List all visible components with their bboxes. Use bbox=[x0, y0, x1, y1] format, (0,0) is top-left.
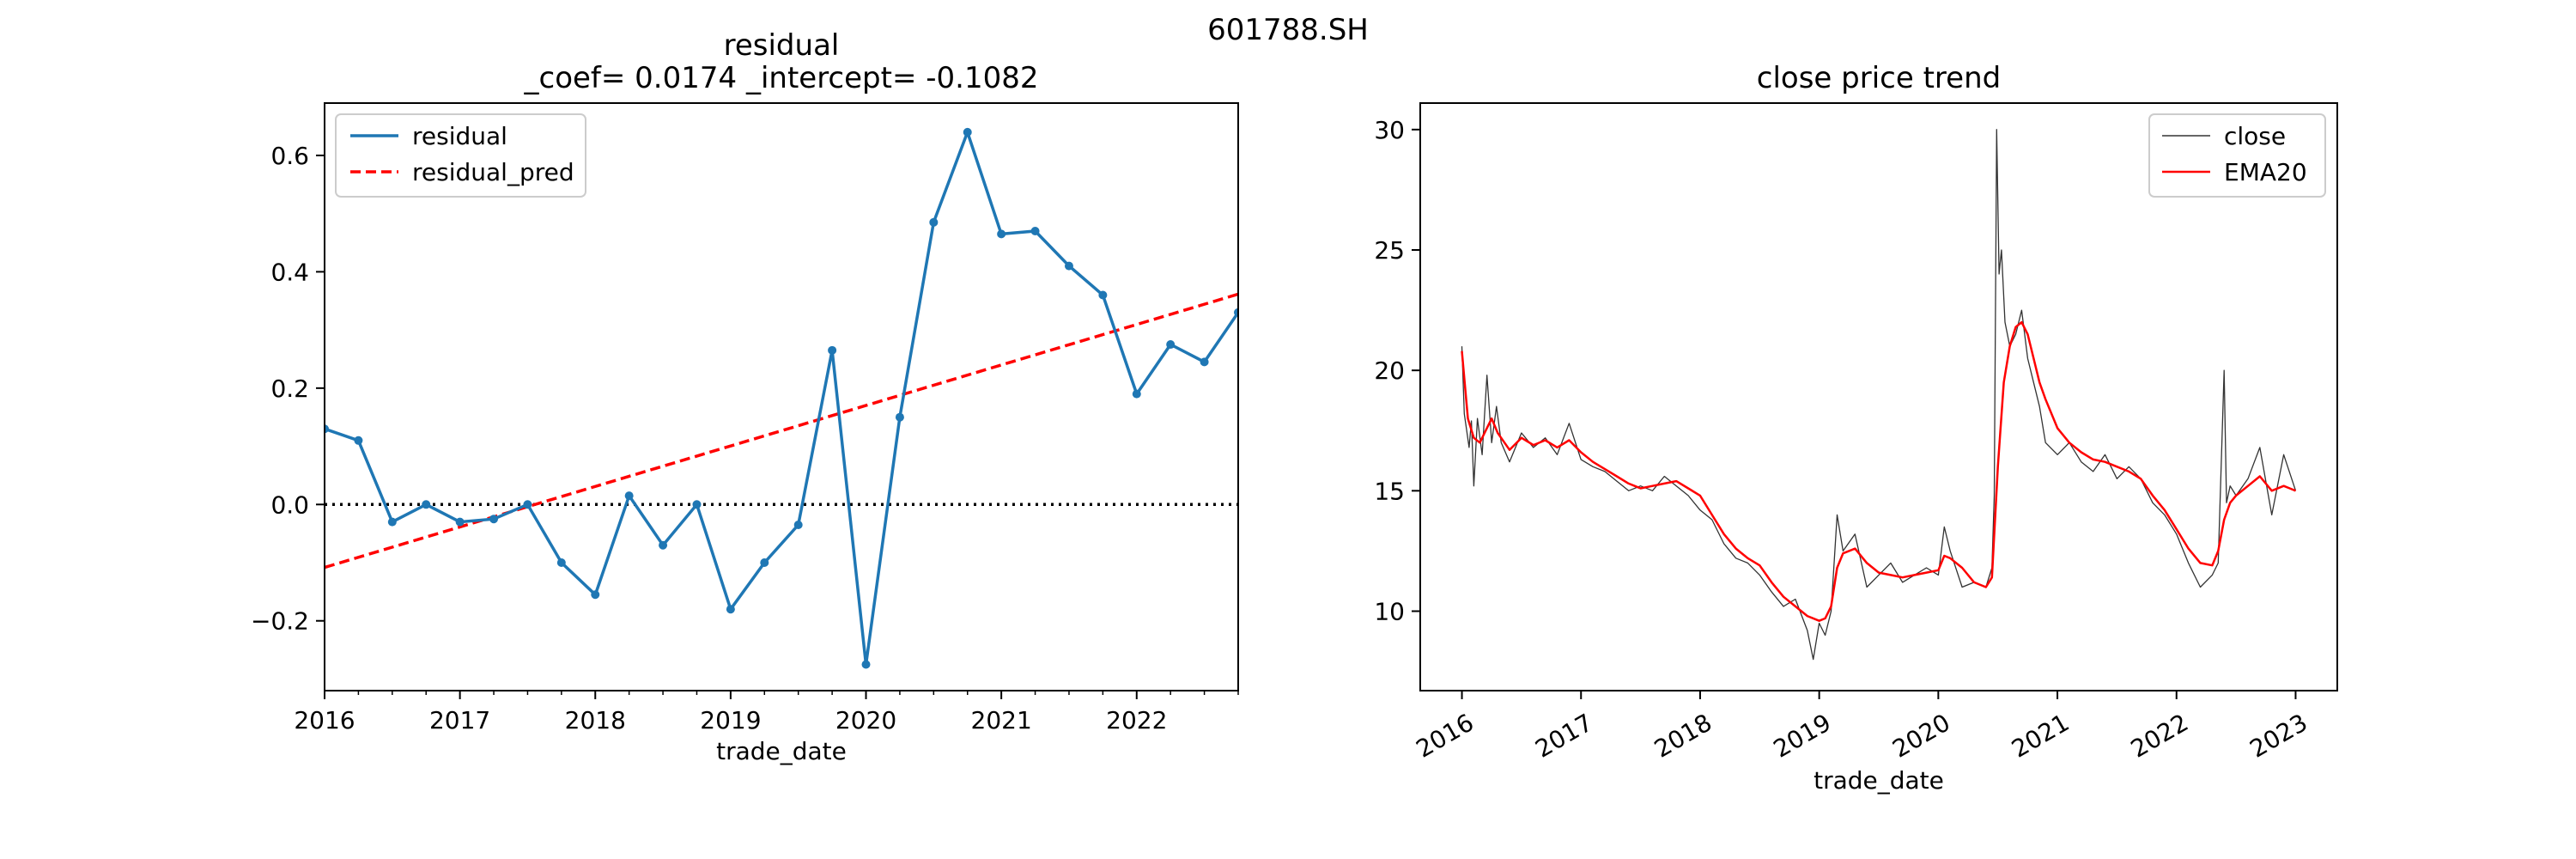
residual-y-axis: −0.2 0.0 0.2 0.4 0.6 bbox=[251, 142, 325, 636]
residual-point bbox=[591, 590, 600, 600]
residual-point bbox=[1166, 340, 1176, 350]
figure-suptitle: 601788.SH bbox=[1207, 13, 1369, 47]
ema20-line bbox=[1461, 320, 2296, 622]
residual-point bbox=[1098, 290, 1108, 300]
residual-point bbox=[1200, 357, 1209, 367]
y-tick-label: 10 bbox=[1374, 597, 1405, 625]
residual-point bbox=[354, 436, 363, 445]
close-price-title: close price trend bbox=[1757, 61, 2001, 95]
y-tick-label: 15 bbox=[1374, 477, 1405, 505]
x-tick-label: 2021 bbox=[971, 706, 1032, 734]
residual-point bbox=[1132, 389, 1141, 399]
close-price-x-axis-label: trade_date bbox=[1814, 766, 1944, 795]
y-tick-label: 0.2 bbox=[270, 375, 309, 403]
residual-point bbox=[556, 558, 566, 568]
residual-point bbox=[489, 515, 499, 524]
residual-point bbox=[963, 127, 972, 137]
residual-title-line2: _coef= 0.0174 _intercept= -0.1082 bbox=[524, 61, 1039, 95]
residual-point bbox=[895, 412, 904, 422]
residual-point bbox=[997, 229, 1006, 239]
residual-point bbox=[1030, 226, 1040, 235]
residual-point bbox=[455, 517, 465, 527]
residual-point bbox=[1234, 308, 1238, 317]
residual-point bbox=[1064, 261, 1073, 271]
residual-x-axis: 2016 2017 2018 2019 2020 2021 2022 bbox=[294, 691, 1239, 734]
x-tick-label: 2020 bbox=[835, 706, 896, 734]
residual-point bbox=[861, 660, 871, 669]
residual-x-axis-label: trade_date bbox=[716, 737, 847, 765]
close-price-plot-area bbox=[1461, 129, 2297, 661]
y-tick-label: 0.6 bbox=[270, 142, 309, 170]
x-tick-label: 2022 bbox=[1106, 706, 1167, 734]
residual-point bbox=[726, 605, 735, 614]
x-tick-label: 2019 bbox=[700, 706, 761, 734]
y-tick-label: 30 bbox=[1374, 116, 1405, 144]
residual-point bbox=[760, 558, 769, 568]
y-tick-label: −0.2 bbox=[251, 607, 309, 636]
y-tick-label: 20 bbox=[1374, 356, 1405, 385]
residual-point bbox=[659, 540, 668, 550]
legend-ema20-label: EMA20 bbox=[2224, 158, 2307, 186]
y-tick-label: 0.4 bbox=[270, 258, 309, 286]
x-tick-label: 2017 bbox=[429, 706, 490, 734]
residual-point bbox=[387, 517, 397, 527]
residual-point bbox=[828, 345, 837, 355]
legend-residual-pred-label: residual_pred bbox=[412, 158, 574, 186]
x-tick-label: 2016 bbox=[294, 706, 355, 734]
y-tick-label: 0.0 bbox=[270, 490, 309, 519]
residual-point bbox=[624, 491, 634, 501]
residual-point bbox=[523, 500, 532, 509]
x-tick-label: 2018 bbox=[565, 706, 626, 734]
close-price-axes-frame bbox=[1419, 102, 2338, 691]
residual-legend: residual residual_pred bbox=[335, 113, 586, 198]
residual-point bbox=[793, 520, 803, 529]
y-tick-label: 25 bbox=[1374, 236, 1405, 265]
residual-point bbox=[325, 424, 329, 434]
residual-chart: residual _coef= 0.0174 _intercept= -0.10… bbox=[251, 28, 1239, 765]
legend-close-label: close bbox=[2224, 122, 2286, 150]
residual-line bbox=[325, 127, 1238, 665]
close-price-y-axis: 10 15 20 25 30 bbox=[1374, 116, 1420, 625]
close-price-legend: close EMA20 bbox=[2148, 113, 2326, 198]
close-line bbox=[1461, 129, 2297, 661]
residual-plot-area bbox=[325, 127, 1238, 669]
residual-point bbox=[422, 500, 431, 509]
residual-point bbox=[692, 500, 702, 509]
residual-title-line1: residual bbox=[724, 28, 840, 63]
residual-axes-frame bbox=[324, 102, 1239, 691]
legend-residual-label: residual bbox=[412, 122, 507, 150]
residual-point bbox=[929, 217, 939, 227]
